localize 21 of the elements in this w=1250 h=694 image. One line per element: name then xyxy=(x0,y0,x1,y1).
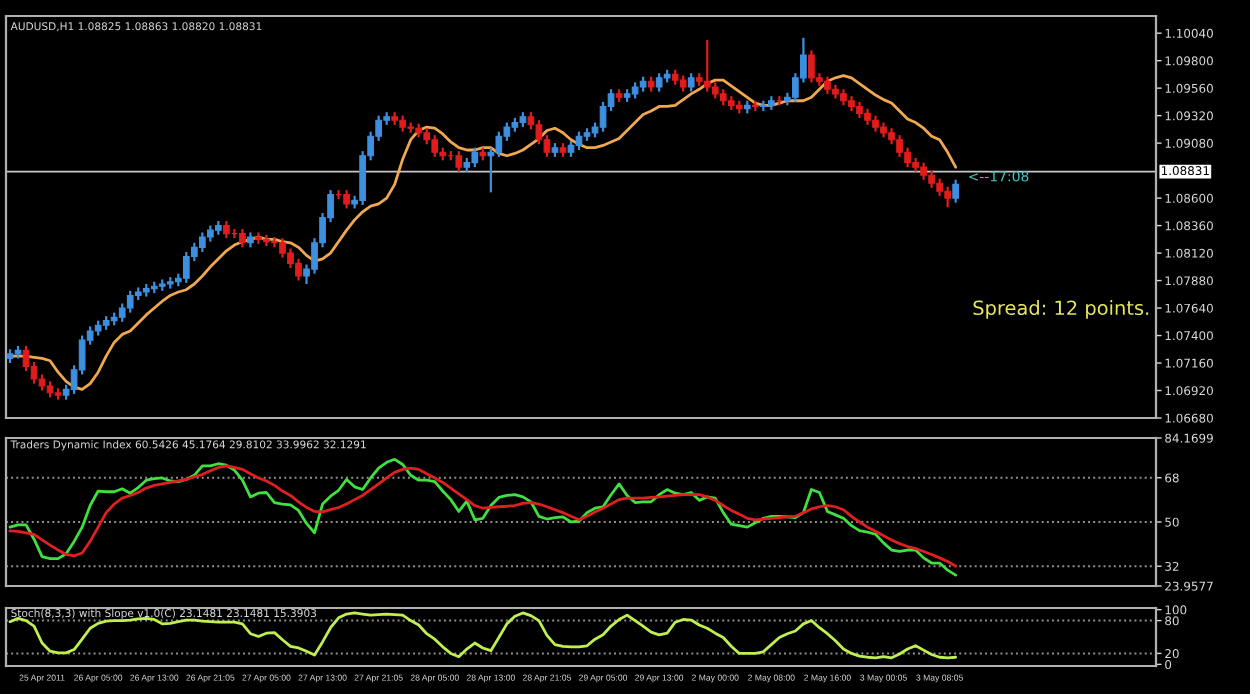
candlestick xyxy=(255,231,262,246)
candlestick xyxy=(944,185,951,209)
candlestick xyxy=(239,227,246,249)
candlestick xyxy=(687,72,695,93)
candlestick xyxy=(655,72,663,93)
candlestick xyxy=(471,146,479,169)
candlestick xyxy=(455,150,463,173)
candlestick xyxy=(263,233,270,248)
line-series xyxy=(8,74,958,391)
candlestick xyxy=(703,38,711,93)
candlestick xyxy=(808,49,815,84)
candlestick xyxy=(535,119,543,146)
candlestick xyxy=(343,188,350,210)
text: Spread: 12 points. xyxy=(973,300,1149,319)
candlestick xyxy=(431,134,439,158)
candlestick xyxy=(126,289,134,314)
line-series xyxy=(8,611,958,660)
candlestick xyxy=(182,250,190,284)
candlestick xyxy=(952,178,960,204)
candlestick xyxy=(599,100,607,133)
candlestick xyxy=(198,231,206,254)
